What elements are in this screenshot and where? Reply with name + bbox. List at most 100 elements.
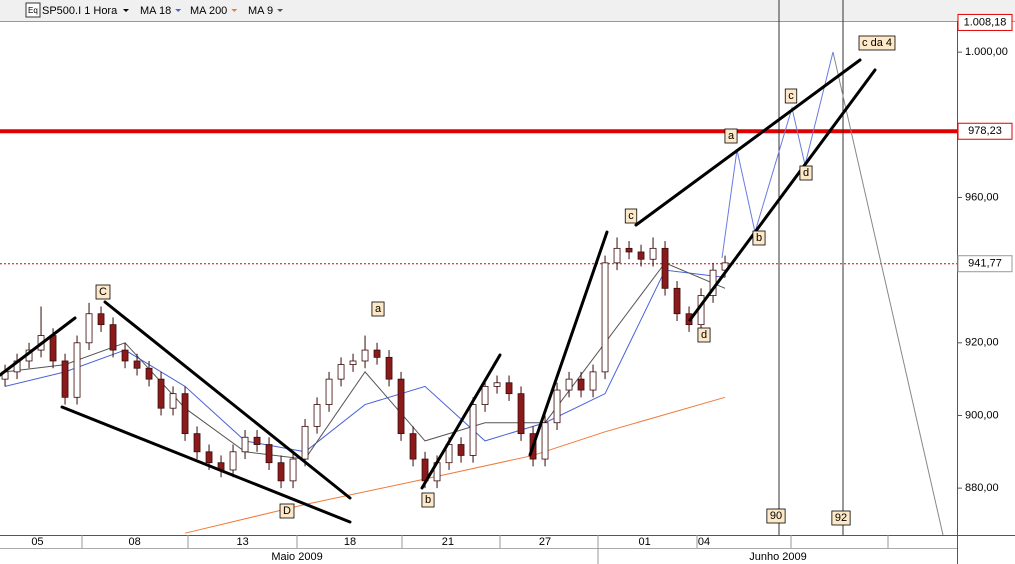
wave-label: b <box>421 492 435 508</box>
symbol-icon[interactable] <box>25 2 41 18</box>
candle-body <box>505 382 513 395</box>
candle-body <box>589 371 597 391</box>
wave-label-box <box>799 165 813 181</box>
candle-body <box>385 356 393 380</box>
x-tick-label: 27 <box>539 536 551 548</box>
price-label: 978,23 <box>968 125 1002 137</box>
candle-body <box>109 324 117 351</box>
wave-label-box <box>624 208 638 224</box>
x-tick-label: 04 <box>698 536 710 548</box>
wave-label-text: b <box>425 494 431 506</box>
symbol-icon-text: Eq <box>28 6 38 15</box>
wave-label: d <box>799 165 813 181</box>
candle-body <box>481 386 489 405</box>
trend-line <box>60 405 352 524</box>
wave-label-box <box>766 508 786 524</box>
candle-body <box>253 436 261 445</box>
wave-label-box <box>279 503 295 519</box>
candle-body <box>145 367 153 380</box>
last-price-label: 1.008,18 <box>964 16 1007 28</box>
dropdown-arrow[interactable] <box>123 9 129 12</box>
candle-body <box>97 313 105 326</box>
candle-body <box>361 349 369 362</box>
wave-label-box <box>421 492 435 508</box>
y-tick-label: 1.000,00 <box>965 46 1008 58</box>
wave-label: C <box>95 284 111 300</box>
dropdown-arrow[interactable] <box>231 9 238 12</box>
y-tick-label: 960,00 <box>965 191 999 203</box>
candle-body <box>241 436 249 453</box>
last-price-box <box>957 13 1013 31</box>
candle-body <box>553 389 561 424</box>
drawings <box>0 0 944 536</box>
wave-label-box <box>831 510 851 526</box>
legend-entry[interactable]: MA 9 <box>248 5 273 17</box>
wave-label-text: 90 <box>770 510 782 522</box>
trend-line <box>528 230 609 457</box>
candle-body <box>205 451 213 464</box>
trend-line <box>0 316 77 377</box>
candle-body <box>181 393 189 435</box>
y-tick-label: 900,00 <box>965 409 999 421</box>
wave-label: c <box>624 208 638 224</box>
legend-entry[interactable]: MA 200 <box>190 5 227 17</box>
candle-body <box>265 444 273 464</box>
wave-label-box <box>784 88 798 104</box>
header-bar <box>0 0 1015 21</box>
x-tick-label: 08 <box>129 536 141 548</box>
candle-body <box>277 462 285 482</box>
wave-label: c <box>784 88 798 104</box>
dropdown-arrow[interactable] <box>277 9 284 12</box>
trend-line <box>688 68 877 322</box>
chart-title[interactable]: SP500.I 1 Hora <box>42 5 118 17</box>
candle-body <box>301 425 309 460</box>
candle-body <box>193 433 201 453</box>
wave-label-text: c <box>788 90 794 102</box>
x-tick-label: 13 <box>237 536 249 548</box>
wave-label-text: b <box>756 232 762 244</box>
wave-label: b <box>752 230 766 246</box>
wave-label-box <box>724 128 738 144</box>
candle-body <box>337 364 345 380</box>
candle-body <box>493 382 501 387</box>
candle-body <box>229 451 237 471</box>
candle-body <box>517 393 525 435</box>
wave-label-text: C <box>99 286 107 298</box>
candle-body <box>469 404 477 456</box>
candle-body <box>289 458 297 482</box>
wave-label: 90 <box>766 508 786 524</box>
candle-body <box>565 378 573 391</box>
x-tick-label: 18 <box>344 536 356 548</box>
month-label: Maio 2009 <box>271 551 322 563</box>
candle-body <box>313 404 321 427</box>
wave-label-text: a <box>728 130 735 142</box>
dropdown-arrow[interactable] <box>175 9 182 12</box>
x-tick-label: 21 <box>442 536 454 548</box>
wave-label: c da 4 <box>858 35 896 51</box>
candle-body <box>373 349 381 358</box>
legend-entry[interactable]: MA 18 <box>140 5 171 17</box>
candle-body <box>613 247 621 264</box>
wave-label: a <box>371 301 385 317</box>
candle-body <box>73 342 81 398</box>
price-label-box <box>957 122 1013 140</box>
week-separators <box>81 535 889 564</box>
wave-projection <box>721 51 834 259</box>
wave-label: 92 <box>831 510 851 526</box>
wave-label-box <box>95 284 111 300</box>
wave-label-text: D <box>283 505 291 517</box>
candle-body <box>397 378 405 435</box>
candle-body <box>673 287 681 315</box>
price-label: 941,77 <box>968 258 1002 270</box>
candle-body <box>349 360 357 366</box>
trend-line <box>420 353 502 490</box>
candle-body <box>649 247 657 260</box>
price-label-box <box>957 255 1013 273</box>
wave-label-box <box>697 327 711 343</box>
wave-label: d <box>697 327 711 343</box>
candle-body <box>661 247 669 289</box>
x-tick-label: 01 <box>639 536 651 548</box>
candle-body <box>325 378 333 405</box>
